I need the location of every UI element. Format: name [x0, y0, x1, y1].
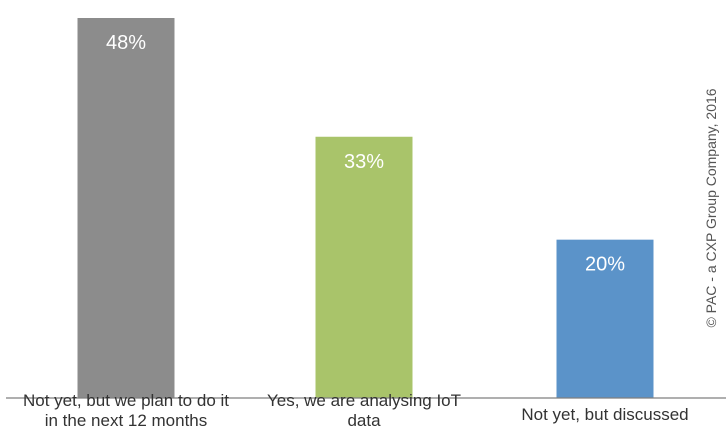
category-label-1-line-2: in the next 12 months	[45, 411, 208, 430]
data-label-3: 20%	[585, 254, 625, 276]
data-label-2: 33%	[344, 151, 384, 173]
category-label-3-line-1: Not yet, but discussed	[521, 405, 688, 424]
copyright-notice: © PAC - a CXP Group Company, 2016	[703, 88, 719, 327]
data-label-1: 48%	[106, 32, 146, 54]
category-label-2-line-1: Yes, we are analysing IoT	[267, 391, 461, 410]
bar-2	[315, 136, 413, 398]
bar-3	[556, 239, 654, 398]
category-label-2-line-2: data	[347, 411, 381, 430]
bar-1	[77, 18, 175, 398]
bars-group: 48% 33% 20%	[77, 18, 654, 398]
category-label-1-line-1: Not yet, but we plan to do it	[23, 391, 229, 410]
